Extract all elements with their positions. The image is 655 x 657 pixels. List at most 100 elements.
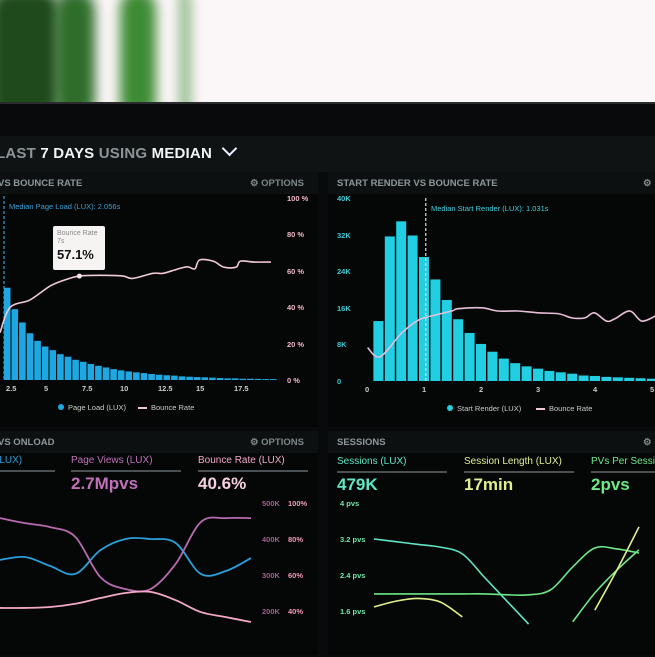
legend-dot-icon [58,404,64,410]
metric-label: (LUX) [0,455,23,466]
options-label: OPTIONS [261,437,304,448]
y-tick-label: 40 % [287,303,305,313]
bar [247,378,254,380]
bounce-rate-line [0,258,271,333]
y-tick-label: 20 % [287,339,305,349]
x-tick-label: 1 [422,385,427,394]
y-tick-label: 400K [262,535,280,544]
legend-label: Bounce Rate [151,403,195,412]
legend-bounce-rate[interactable]: Bounce Rate [138,403,194,412]
legend-bounce-rate[interactable]: Bounce Rate [536,404,592,413]
bar [201,377,209,380]
bar [487,351,498,381]
options-button[interactable]: ⚙ OPTIONS [250,178,304,189]
plant-leaf [180,0,190,104]
bar [79,361,87,380]
background-photo [0,0,655,104]
bar [133,372,140,380]
series-line [373,545,640,597]
bar [612,377,623,381]
options-label: OPTIONS [261,178,304,189]
gear-icon[interactable]: ⚙ [643,437,652,448]
bar [171,375,178,380]
y-tick-label: 500K [262,499,280,508]
bar [567,373,578,381]
tooltip-value: 57.1% [57,247,94,262]
metric-underline [464,471,574,473]
panel-title: VS BOUNCE RATE [0,178,83,189]
x-tick-label: 3 [536,385,541,394]
y-tick-label: 2.4 pvs [340,571,366,580]
panel-title: SESSIONS [337,437,386,448]
header-using: USING [98,145,148,162]
legend-start-render[interactable]: Start Render (LUX) [447,404,521,413]
legend-line-icon [536,408,545,411]
legend-label: Bounce Rate [549,404,593,413]
bar [464,332,475,381]
bar [148,373,155,380]
options-button[interactable]: ⚙ OPTIONS [250,437,304,448]
bar [34,340,41,380]
bar [601,376,612,381]
x-tick-label: 10 [120,384,129,393]
y-tick-label: 80 % [287,230,305,240]
bar [476,343,486,381]
x-tick-label: 0 [365,385,370,394]
panel-title-bar [328,431,655,453]
plant-leaf [120,0,156,104]
median-label: Median Start Render (LUX): 1.031s [431,204,549,213]
bar [216,377,224,380]
panel-title: VS ONLOAD [0,437,55,448]
bar [231,378,239,380]
y-tick-label: 0 [337,377,342,386]
bar [430,279,441,381]
x-tick-label: 5 [44,384,49,393]
metric-value: 2.7Mpvs [71,474,139,493]
bar [578,375,589,381]
bar [254,378,262,380]
bar [407,235,418,381]
bar [396,221,407,381]
date-range-selector[interactable]: LAST 7 DAYS USING MEDIAN [0,140,238,162]
tooltip: Bounce Rate 7s 57.1% [53,226,105,270]
bar [110,369,117,380]
tooltip-sub: 7s [57,238,65,245]
header-period: 7 DAYS [40,145,95,162]
bar [155,374,163,380]
panel-title-bar [0,172,318,194]
bar [635,378,646,381]
gear-icon[interactable]: ⚙ [643,178,652,189]
series-line [373,538,530,625]
gear-icon: ⚙ [250,178,259,189]
x-tick-label: 2 [479,385,484,394]
y-tick-label: 60 % [287,266,305,276]
metric-value: 479K [337,475,378,494]
bar [624,377,635,381]
series-line [0,516,252,593]
bar [521,366,532,381]
metric-underline [71,470,181,472]
metric-value: 2pvs [591,475,630,494]
x-tick-label: 4 [593,385,598,394]
bar [19,322,26,380]
bar [647,378,655,381]
metric-value: 40.6% [198,474,247,493]
y-tick-label: 3.2 pvs [340,535,366,544]
legend-page-load[interactable]: Page Load (LUX) [58,403,126,412]
bar [590,375,600,381]
header-stat: MEDIAN [151,145,212,162]
y-tick-label: 1.6 pvs [340,607,366,616]
series-line [373,597,463,618]
panel-title: START RENDER VS BOUNCE RATE [337,178,498,189]
plant-leaf [55,0,95,104]
bar [373,321,384,381]
legend-line-icon [138,407,147,410]
panel-title-bar [0,431,318,453]
x-tick-label: 17.5 [234,384,249,393]
y-tick-label: 16K [337,303,351,313]
bar [41,346,49,380]
series-line [572,549,640,623]
x-tick-label: 15 [196,384,205,393]
metric-underline [0,470,55,472]
